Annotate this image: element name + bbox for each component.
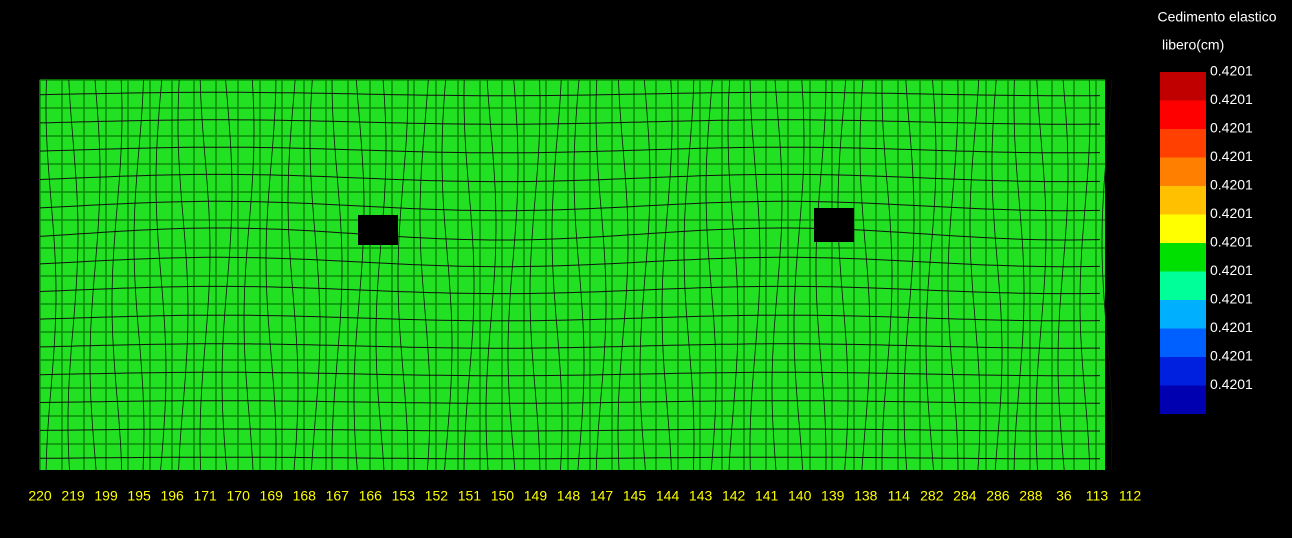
node-label: 166 <box>359 488 383 504</box>
legend-label: 0.4201 <box>1210 63 1253 79</box>
node-label: 195 <box>127 488 151 504</box>
legend-swatch <box>1160 129 1206 158</box>
legend-swatch <box>1160 186 1206 215</box>
node-label: 138 <box>854 488 878 504</box>
legend-label: 0.4201 <box>1210 177 1253 193</box>
node-label: 169 <box>260 488 284 504</box>
node-label: 199 <box>94 488 118 504</box>
contour-view: Cedimento elastico libero(cm) 0.4201 0.42… <box>0 0 1292 538</box>
legend-swatch <box>1160 357 1206 386</box>
node-label: 139 <box>821 488 845 504</box>
node-label: 144 <box>656 488 680 504</box>
node-label: 113 <box>1086 488 1109 504</box>
hole <box>358 215 398 245</box>
legend-label: 0.4201 <box>1210 376 1253 392</box>
legend-swatch <box>1160 72 1206 101</box>
node-label: 168 <box>293 488 317 504</box>
node-label: 288 <box>1019 488 1043 504</box>
node-label: 282 <box>920 488 944 504</box>
legend-swatch <box>1160 272 1206 301</box>
legend-swatch <box>1160 101 1206 130</box>
legend-swatch <box>1160 386 1206 415</box>
node-label: 147 <box>590 488 614 504</box>
node-label: 114 <box>888 488 911 504</box>
legend-swatch <box>1160 158 1206 187</box>
legend-swatch <box>1160 329 1206 358</box>
legend-label: 0.4201 <box>1210 348 1253 364</box>
node-label: 196 <box>160 488 184 504</box>
node-label: 153 <box>392 488 416 504</box>
legend-swatch <box>1160 300 1206 329</box>
node-label: 284 <box>953 488 977 504</box>
legend-label: 0.4201 <box>1210 234 1253 250</box>
node-label: 171 <box>193 488 217 504</box>
node-label: 167 <box>326 488 350 504</box>
legend-label: 0.4201 <box>1210 148 1253 164</box>
legend-label: 0.4201 <box>1210 319 1253 335</box>
node-label: 36 <box>1056 488 1072 504</box>
plate <box>40 80 1105 470</box>
node-label: 170 <box>227 488 251 504</box>
legend-swatch <box>1160 243 1206 272</box>
node-label: 286 <box>986 488 1010 504</box>
node-label: 143 <box>689 488 713 504</box>
hole <box>814 208 854 242</box>
node-label: 220 <box>28 488 52 504</box>
legend-label: 0.4201 <box>1210 262 1253 278</box>
node-label: 151 <box>458 488 482 504</box>
node-label: 145 <box>623 488 647 504</box>
legend-title: libero(cm) <box>1162 37 1224 53</box>
node-label: 140 <box>788 488 812 504</box>
legend-label: 0.4201 <box>1210 291 1253 307</box>
node-label: 112 <box>1119 488 1142 504</box>
node-label: 219 <box>61 488 85 504</box>
mesh <box>40 80 1112 470</box>
node-label: 149 <box>524 488 548 504</box>
node-label: 148 <box>557 488 581 504</box>
legend-swatch <box>1160 215 1206 244</box>
node-label: 150 <box>491 488 515 504</box>
node-label: 141 <box>755 488 779 504</box>
legend-label: 0.4201 <box>1210 91 1253 107</box>
node-label: 152 <box>425 488 449 504</box>
legend-title: Cedimento elastico <box>1157 9 1276 25</box>
node-label: 142 <box>722 488 746 504</box>
legend-label: 0.4201 <box>1210 120 1253 136</box>
legend-label: 0.4201 <box>1210 205 1253 221</box>
